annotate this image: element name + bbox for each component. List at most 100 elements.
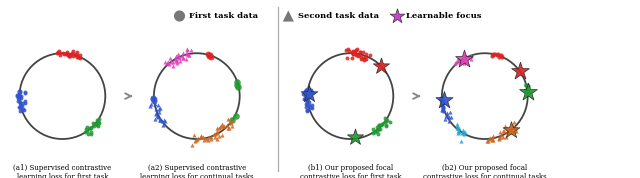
Point [217, 123, 227, 126]
Point [372, 126, 382, 129]
Point [206, 138, 216, 141]
Point [300, 97, 310, 100]
Point [301, 105, 312, 108]
Point [92, 124, 102, 126]
Point [72, 56, 82, 58]
Point [61, 53, 72, 55]
Point [154, 108, 164, 111]
Point [223, 126, 234, 129]
Point [436, 101, 447, 104]
Point [515, 70, 525, 73]
Point [223, 118, 233, 121]
Point [52, 52, 62, 54]
Point [497, 129, 508, 132]
Point [219, 125, 229, 127]
Point [454, 127, 464, 130]
Point [372, 133, 383, 136]
Point [436, 97, 446, 100]
Point [445, 111, 455, 114]
Point [233, 86, 243, 89]
Point [508, 121, 518, 124]
Point [13, 99, 23, 102]
Point [184, 54, 195, 57]
Point [173, 53, 184, 56]
Point [372, 130, 382, 133]
Point [495, 133, 506, 136]
Point [80, 130, 90, 133]
Point [481, 139, 492, 142]
Point [436, 107, 447, 110]
Point [304, 103, 314, 106]
Point [164, 57, 175, 60]
Point [150, 117, 160, 120]
Point [89, 125, 99, 128]
Point [155, 119, 165, 122]
Point [174, 56, 184, 59]
Point [211, 132, 221, 135]
Point [15, 102, 26, 104]
Point [203, 52, 213, 55]
Point [444, 120, 454, 123]
Point [488, 139, 499, 142]
Point [149, 99, 159, 102]
Point [173, 57, 184, 60]
Point [458, 58, 468, 61]
Point [153, 116, 163, 118]
Point [14, 91, 24, 94]
Point [303, 109, 313, 112]
Point [301, 99, 312, 102]
Point [348, 53, 358, 56]
Point [183, 54, 193, 57]
Point [12, 95, 22, 98]
Point [186, 48, 196, 51]
Point [508, 125, 518, 128]
Point [359, 57, 369, 60]
Point [307, 106, 317, 109]
Point [341, 49, 351, 52]
Point [86, 127, 96, 130]
Point [463, 56, 473, 59]
Point [15, 89, 25, 92]
Point [232, 83, 243, 86]
Point [444, 115, 454, 118]
Point [298, 92, 308, 95]
Point [72, 54, 82, 57]
Point [455, 60, 465, 63]
Point [216, 133, 227, 136]
Point [218, 125, 228, 128]
Point [370, 130, 380, 133]
Point [227, 119, 237, 122]
Point [305, 105, 316, 108]
Point [351, 49, 362, 52]
Point [63, 54, 74, 57]
Point [488, 53, 499, 56]
Point [214, 135, 225, 138]
Point [92, 125, 102, 128]
Point [506, 129, 516, 132]
Point [442, 112, 452, 115]
Point [151, 108, 161, 111]
Point [204, 55, 214, 57]
Point [438, 106, 448, 109]
Point [502, 127, 512, 130]
Point [451, 126, 461, 129]
Point [180, 57, 191, 60]
Point [438, 109, 448, 112]
Point [93, 117, 104, 120]
Point [385, 121, 395, 124]
Point [374, 127, 385, 130]
Point [459, 55, 469, 58]
Point [454, 59, 464, 62]
Point [487, 139, 497, 142]
Point [175, 60, 185, 62]
Point [88, 121, 98, 124]
Point [64, 54, 74, 57]
Point [464, 55, 474, 57]
Point [93, 121, 103, 124]
Point [348, 56, 358, 59]
Point [493, 137, 504, 140]
Point [68, 50, 78, 53]
Point [351, 52, 361, 55]
Point [488, 53, 499, 56]
Point [486, 54, 497, 57]
